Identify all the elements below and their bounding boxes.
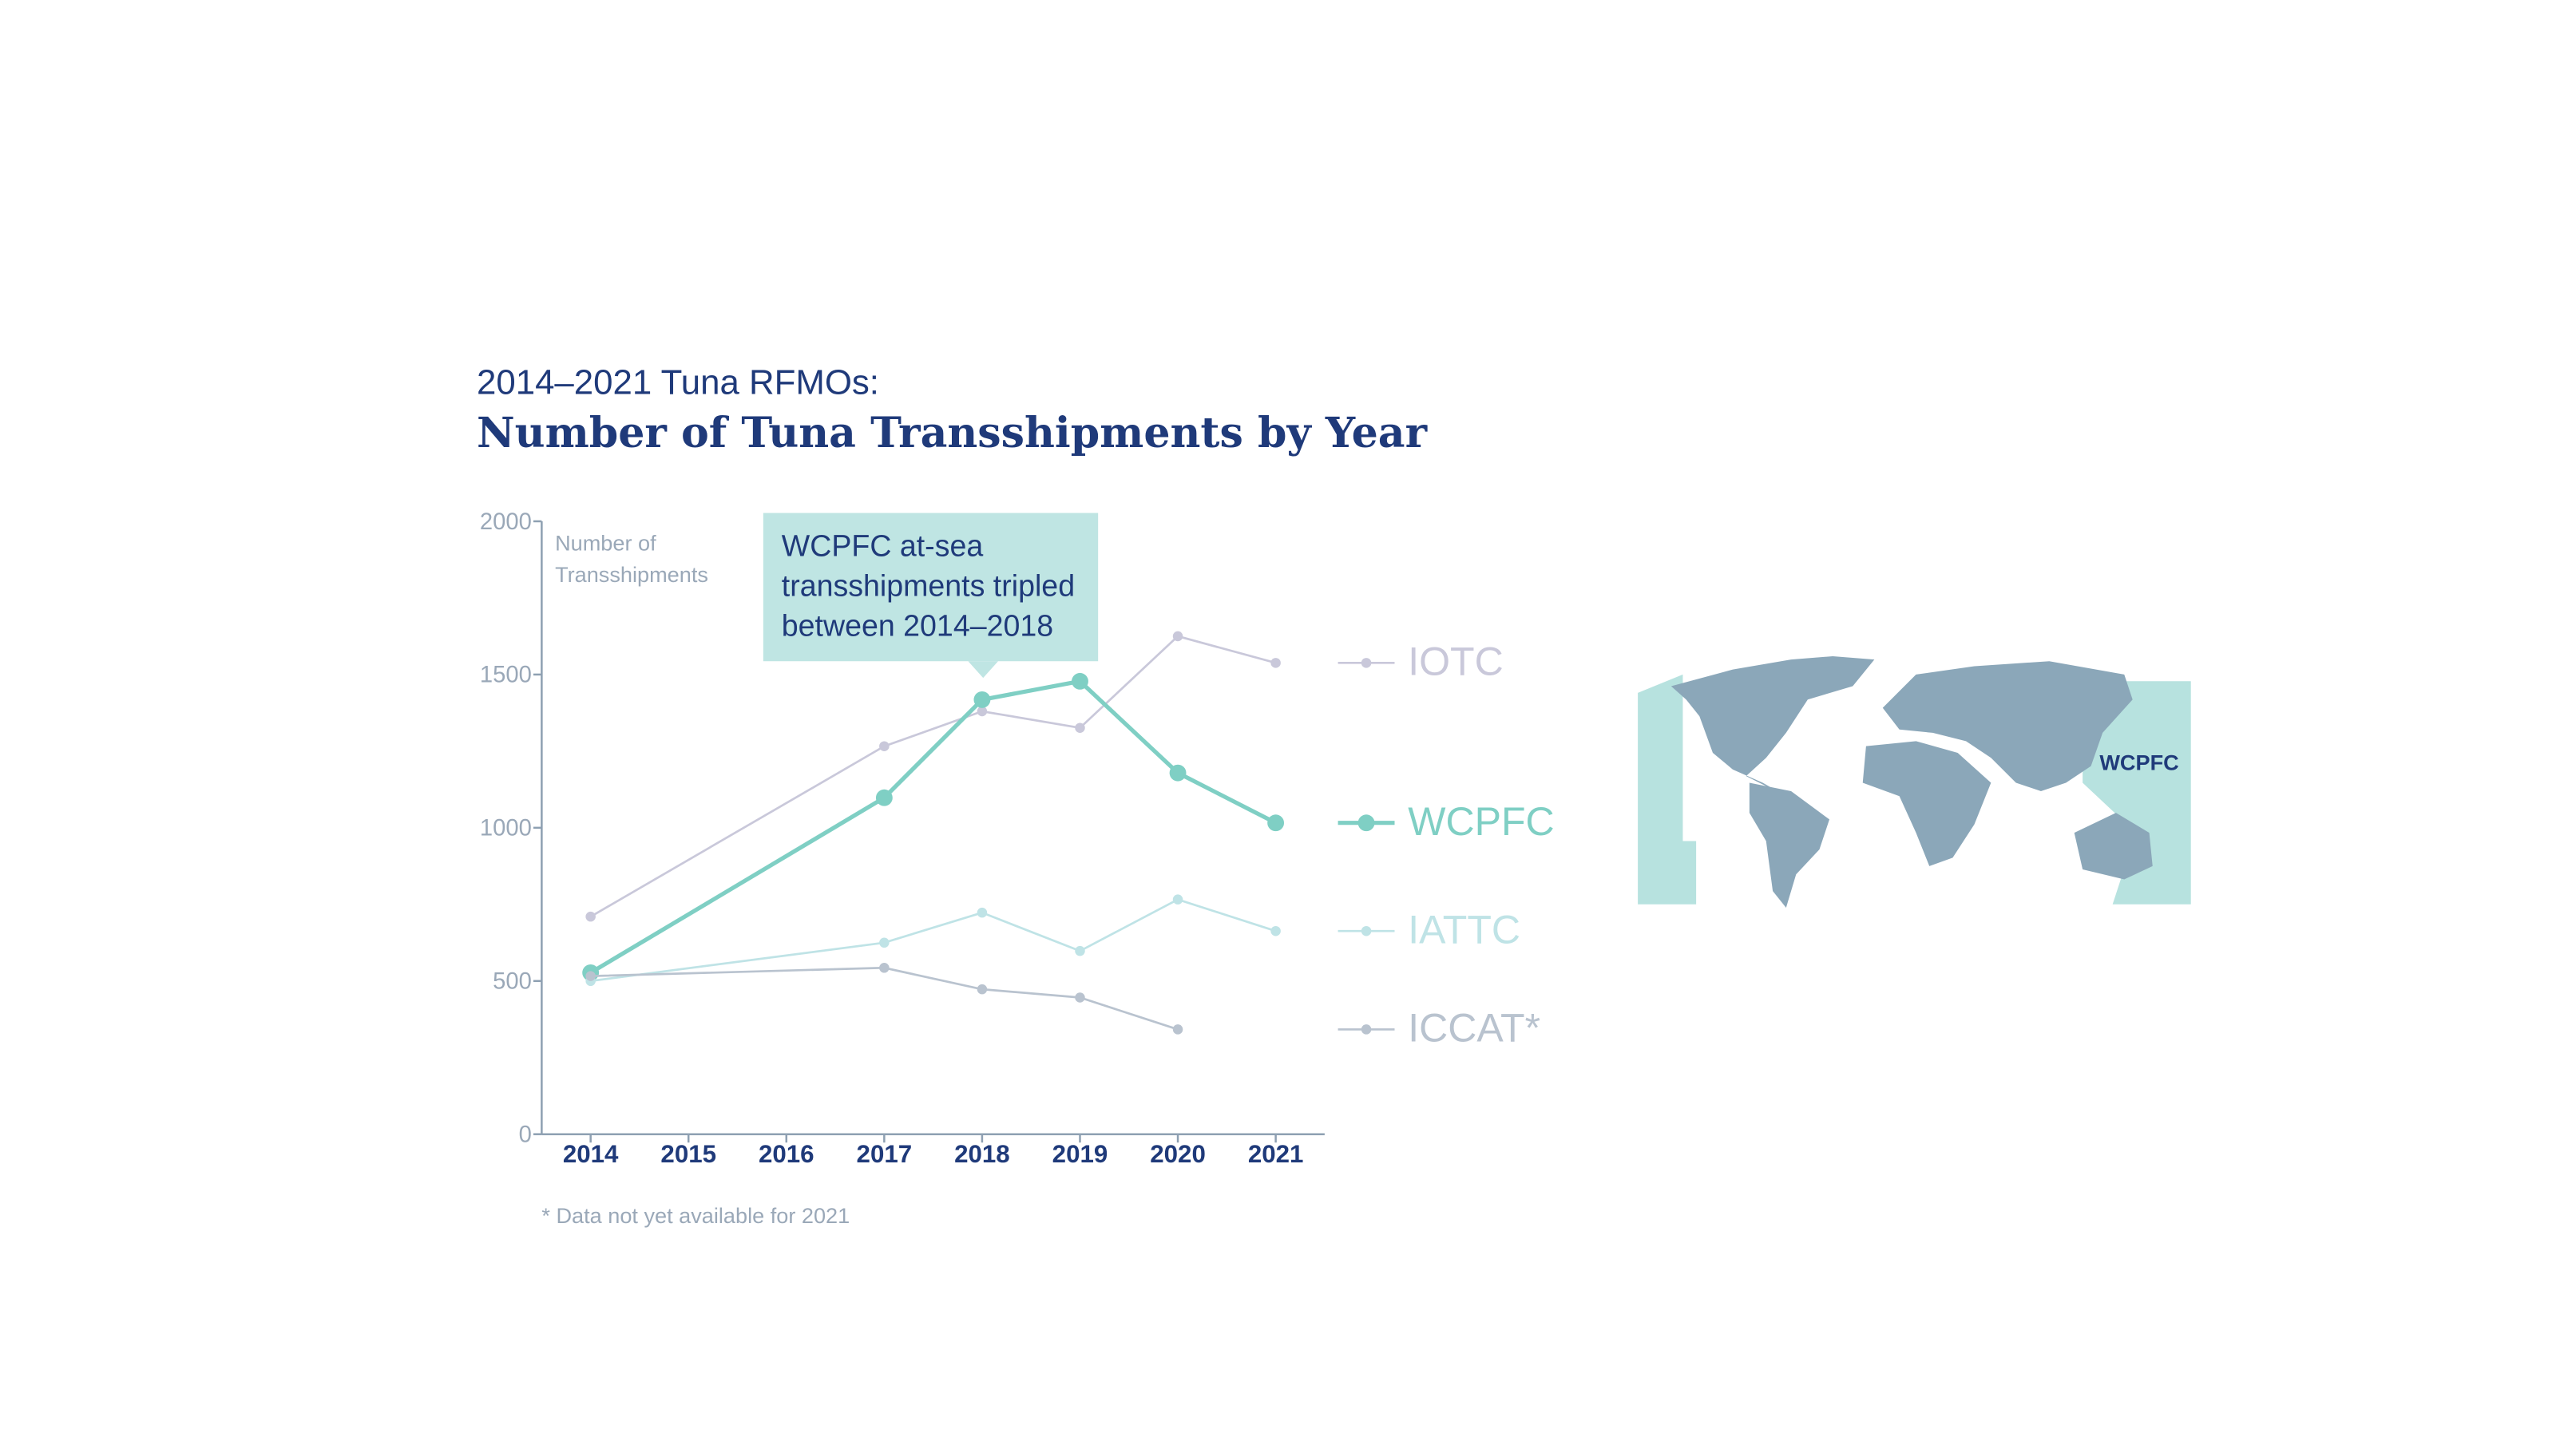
data-point [1267,814,1285,832]
y-tick-label: 0 [519,1122,532,1148]
data-point [1172,894,1183,905]
series-line [590,966,1179,1031]
data-point [977,907,988,918]
footnote: * Data not yet available for 2021 [541,1203,850,1228]
annotation-pointer [968,661,998,679]
data-point [1172,631,1183,642]
x-tick-label: 2019 [1052,1140,1108,1168]
data-point [1270,925,1281,936]
y-tick-label: 500 [493,969,532,995]
legend-marker [1361,1024,1372,1035]
chart-title: Number of Tuna Transshipments by Year [477,409,1428,457]
annotation-text: transshipments tripled [782,568,1075,602]
data-point [1075,723,1085,733]
data-point [1075,945,1085,956]
series-line [589,635,1276,918]
data-point [1172,1024,1183,1035]
x-tick-label: 2015 [660,1140,716,1168]
legend-marker [1361,925,1372,936]
map-region [1638,674,1697,905]
y-tick-label: 2000 [480,509,532,535]
data-point [875,789,893,806]
plot: 0 500 1000 1500 2000 2014 2015 2016 2017 2018 2019… [480,509,1555,1168]
annotation-box [763,513,1099,662]
data-point [973,691,991,708]
map-land [1882,661,2133,791]
y-tick-label: 1500 [480,663,532,688]
y-tick-label: 1000 [480,816,532,841]
legend-marker [1357,814,1375,832]
y-axis-label: Transshipments [555,562,708,587]
legend-label: WCPFC [1408,799,1554,844]
map-region [2083,681,2191,905]
map: WCPFC [1638,655,2191,908]
x-tick-label: 2018 [954,1140,1010,1168]
map-land [1862,741,1991,866]
data-point [585,911,596,922]
x-tick-label: 2016 [759,1140,814,1168]
data-point [879,937,890,948]
data-point [977,706,988,717]
series-line [589,679,1277,975]
data-point [879,963,890,973]
map-label: WCPFC [2099,750,2178,775]
chart-subtitle: 2014–2021 Tuna RFMOs: [477,362,879,402]
data-point [1270,658,1281,668]
data-point [879,741,890,751]
map-land [1670,655,1875,797]
x-tick-label: 2020 [1150,1140,1206,1168]
annotation-text: WCPFC at-sea [782,529,984,562]
annotation: WCPFC at-sea transshipments tripled betw… [763,513,1099,679]
x-tick-label: 2017 [857,1140,913,1168]
legend-marker [1361,658,1372,668]
x-tick-label: 2021 [1248,1140,1304,1168]
data-point [1169,764,1187,782]
data-point [585,971,596,981]
legend-label: ICCAT* [1408,1006,1540,1051]
legend-label: IOTC [1408,639,1504,684]
x-tick-label: 2014 [563,1140,619,1168]
data-point [1075,992,1085,1003]
legend-label: IATTC [1408,908,1520,952]
data-point [977,984,988,995]
map-land [2074,813,2153,880]
y-axis-label: Number of [555,530,656,555]
series-line [590,898,1277,983]
data-point [1072,672,1088,690]
map-land [1749,782,1830,908]
annotation-text: between 2014–2018 [782,608,1053,642]
